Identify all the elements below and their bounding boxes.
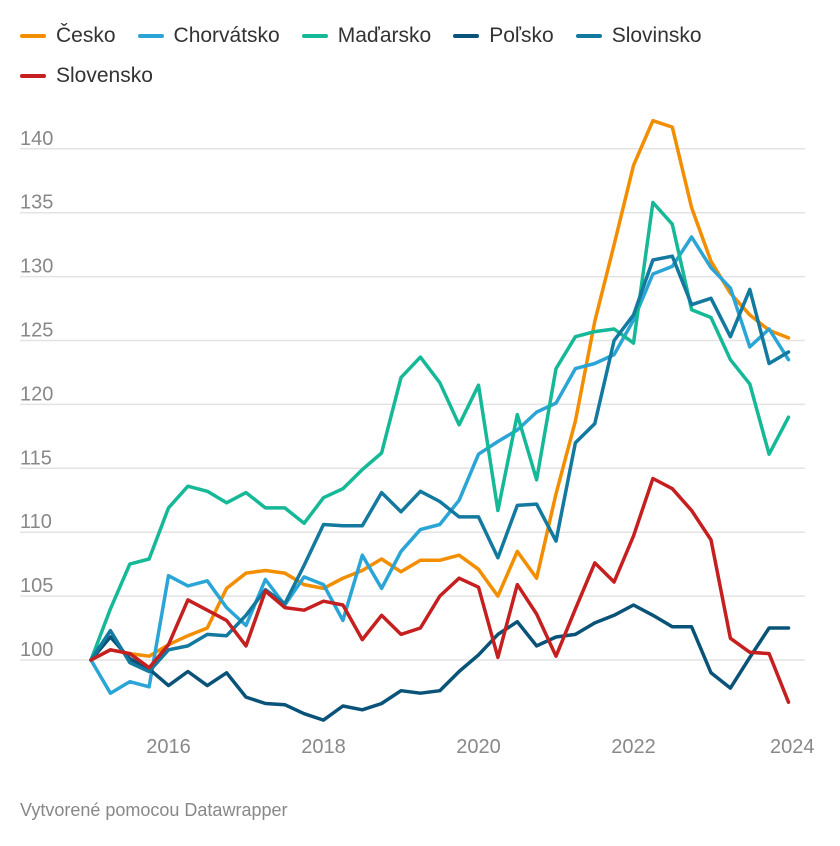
legend-label: Česko xyxy=(56,24,116,47)
legend-item: Slovinsko xyxy=(575,24,702,48)
series-lines xyxy=(89,118,791,722)
series-line-maďarsko xyxy=(89,200,791,662)
legend-label: Poľsko xyxy=(489,24,554,47)
legend-label: Slovinsko xyxy=(611,24,702,47)
x-axis-ticks: 2016 2018 2020 2022 2024 xyxy=(146,736,814,758)
x-tick-label: 2018 xyxy=(301,736,346,758)
legend-item: Česko xyxy=(20,24,116,48)
y-tick-label: 130 xyxy=(20,256,53,278)
legend-swatch xyxy=(575,34,602,38)
legend-label: Maďarsko xyxy=(337,24,432,47)
x-tick-label: 2016 xyxy=(146,736,191,758)
legend-swatch xyxy=(453,34,480,38)
legend-item: Slovensko xyxy=(20,64,153,88)
y-axis-ticks: 100 105 110 115 120 125 130 135 140 xyxy=(20,128,53,661)
legend-swatch xyxy=(301,34,328,38)
y-tick-label: 125 xyxy=(20,320,53,342)
series-line-česko xyxy=(89,118,791,662)
y-tick-label: 100 xyxy=(20,639,53,661)
legend-item: Chorvátsko xyxy=(137,24,280,48)
series-line-chorvátsko xyxy=(89,235,791,695)
gridlines xyxy=(20,148,805,661)
series-line-poľsko xyxy=(89,603,791,722)
y-tick-label: 115 xyxy=(20,447,52,469)
credit-footer: Vytvorené pomocou Datawrapper xyxy=(20,800,288,820)
x-tick-label: 2022 xyxy=(611,736,656,758)
series-line-slovensko xyxy=(89,476,791,704)
y-tick-label: 105 xyxy=(20,575,53,597)
y-tick-label: 135 xyxy=(20,192,53,214)
legend-item: Maďarsko xyxy=(301,24,432,48)
legend-swatch xyxy=(20,74,46,78)
y-tick-label: 110 xyxy=(20,511,52,533)
legend-label: Slovensko xyxy=(56,64,153,87)
legend: Česko Chorvátsko Maďarsko Poľsko Slovinsko Sl… xyxy=(20,24,820,88)
legend-item: Poľsko xyxy=(453,24,554,48)
legend-swatch xyxy=(137,34,164,38)
series-line-slovinsko xyxy=(89,254,791,674)
legend-swatch xyxy=(20,34,46,38)
y-tick-label: 120 xyxy=(20,383,53,405)
legend-label: Chorvátsko xyxy=(173,24,280,47)
x-tick-label: 2020 xyxy=(456,736,501,758)
x-tick-label: 2024 xyxy=(770,736,815,758)
y-tick-label: 140 xyxy=(20,128,53,150)
